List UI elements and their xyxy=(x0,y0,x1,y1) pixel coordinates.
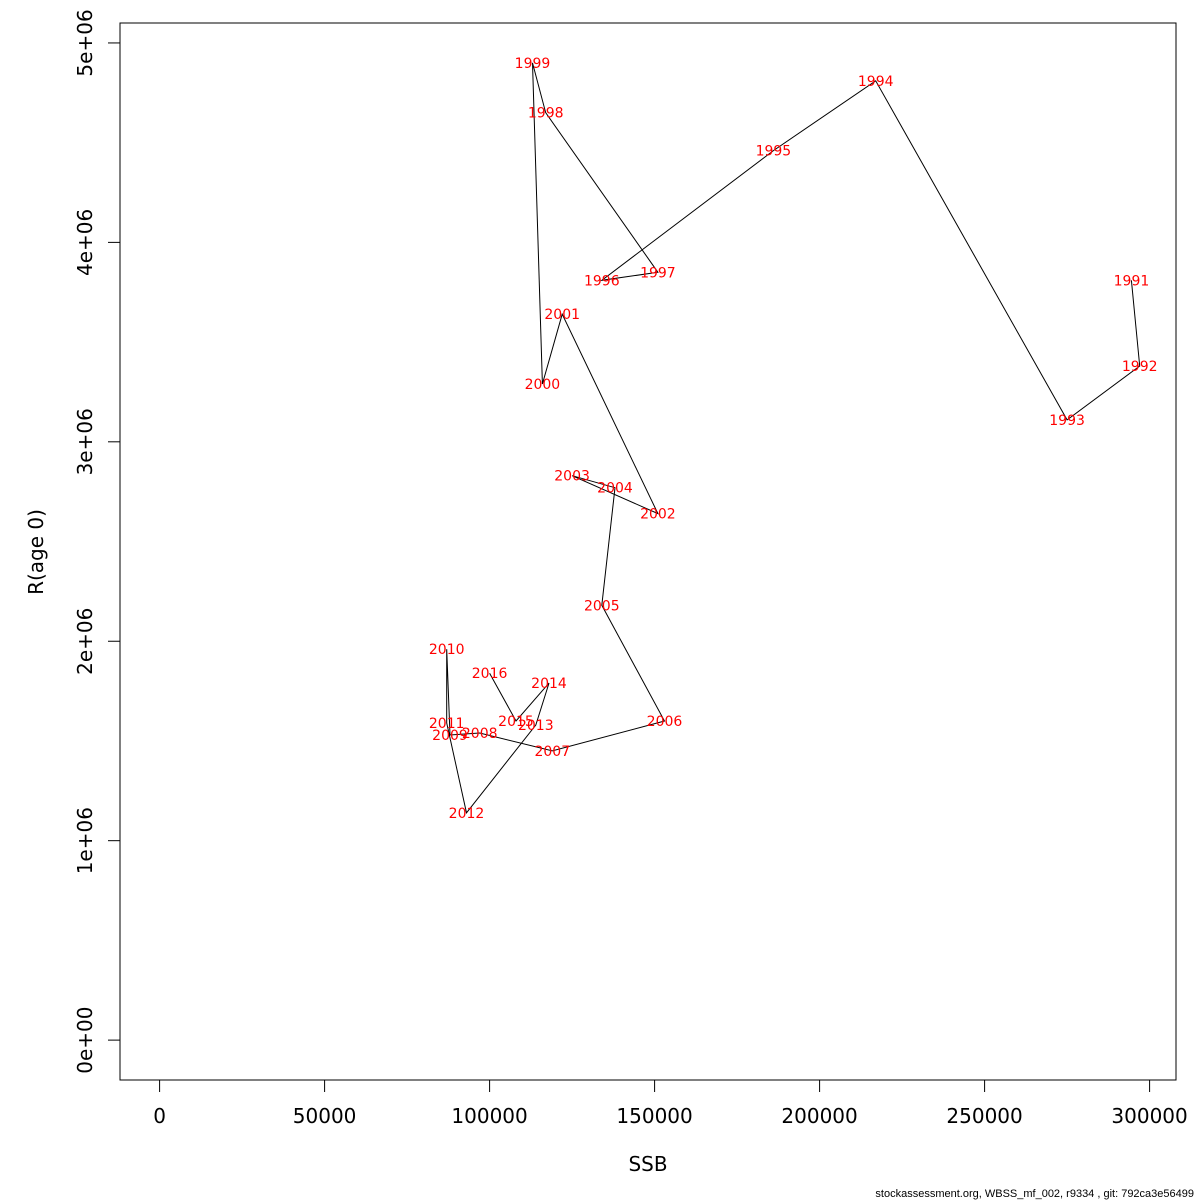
y-axis-title: R(age 0) xyxy=(24,509,48,595)
year-label-2014: 2014 xyxy=(531,676,567,692)
year-label-2013: 2013 xyxy=(518,718,554,734)
year-label-1996: 1996 xyxy=(584,273,620,289)
year-label-2005: 2005 xyxy=(584,598,620,614)
year-label-1995: 1995 xyxy=(756,144,792,160)
year-label-1993: 1993 xyxy=(1049,413,1085,429)
y-tick-label: 3e+06 xyxy=(73,408,97,475)
y-axis: 0e+00 1e+06 2e+06 3e+06 4e+06 5e+06 xyxy=(73,9,121,1074)
year-label-2016: 2016 xyxy=(472,666,508,682)
x-tick-label: 150000 xyxy=(616,1104,692,1128)
y-tick-label: 1e+06 xyxy=(73,807,97,874)
year-label-2000: 2000 xyxy=(525,377,561,393)
year-labels: 1991 1992 1993 1994 1995 1996 1997 1998 1999 2000… xyxy=(429,56,1158,822)
year-label-2007: 2007 xyxy=(534,744,570,760)
year-label-2001: 2001 xyxy=(544,307,580,323)
x-tick-label: 100000 xyxy=(451,1104,527,1128)
y-tick-label: 0e+00 xyxy=(73,1006,97,1073)
year-label-1999: 1999 xyxy=(515,56,551,72)
x-axis-title: SSB xyxy=(628,1152,667,1176)
year-label-2010: 2010 xyxy=(429,642,465,658)
year-label-2015: 2015 xyxy=(498,714,534,730)
plot-frame xyxy=(119,22,1177,1081)
year-label-1997: 1997 xyxy=(640,265,676,281)
x-tick-label: 300000 xyxy=(1111,1104,1187,1128)
year-label-1992: 1992 xyxy=(1122,359,1158,375)
year-label-2006: 2006 xyxy=(647,714,683,730)
year-label-2009: 2009 xyxy=(432,728,468,744)
year-label-2003: 2003 xyxy=(554,469,590,485)
year-label-2008: 2008 xyxy=(462,726,498,742)
y-tick-label: 4e+06 xyxy=(73,209,97,276)
x-tick-label: 0 xyxy=(153,1104,166,1128)
year-label-2004: 2004 xyxy=(597,481,633,497)
x-tick-label: 200000 xyxy=(781,1104,857,1128)
year-label-2002: 2002 xyxy=(640,507,676,523)
x-tick-label: 250000 xyxy=(946,1104,1022,1128)
year-label-1998: 1998 xyxy=(528,106,564,122)
x-tick-label: 50000 xyxy=(293,1104,357,1128)
series-line xyxy=(446,62,1141,814)
footer-credit: stockassessment.org, WBSS_mf_002, r9334 … xyxy=(875,1188,1194,1200)
year-label-2012: 2012 xyxy=(449,806,485,822)
y-tick-label: 5e+06 xyxy=(73,9,97,76)
y-tick-label: 2e+06 xyxy=(73,608,97,675)
year-label-1991: 1991 xyxy=(1114,273,1150,289)
year-label-1994: 1994 xyxy=(858,74,894,90)
year-label-2011: 2011 xyxy=(429,716,465,732)
x-axis: 0 50000 100000 150000 200000 250000 300000 xyxy=(153,1079,1188,1128)
